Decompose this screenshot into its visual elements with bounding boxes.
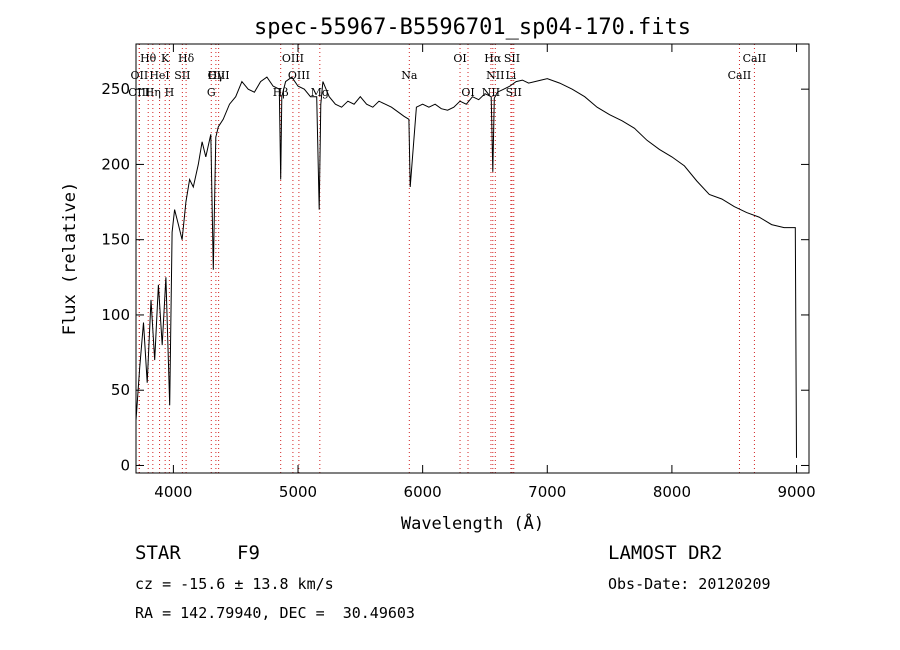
spectrum-line <box>135 76 797 458</box>
x-tick-label: 5000 <box>279 483 317 501</box>
line-marker-label: SII <box>174 69 190 82</box>
line-marker-label: CaII <box>743 52 767 65</box>
object-subclass: F9 <box>237 542 260 564</box>
line-marker-label: NII <box>486 69 504 82</box>
line-marker-label: OIII <box>208 69 230 82</box>
line-marker-label: OI <box>453 52 466 65</box>
y-tick-label: 200 <box>101 155 130 173</box>
x-axis-label: Wavelength (Å) <box>401 512 544 534</box>
line-marker-label: G <box>207 86 216 99</box>
line-marker-label: OII <box>131 69 149 82</box>
line-marker-label: Hδ <box>178 52 195 65</box>
line-marker-label: SII <box>504 52 520 65</box>
chart-title: spec-55967-B5596701_sp04-170.fits <box>254 15 691 40</box>
line-marker-label: OIII <box>282 52 304 65</box>
x-tick-label: 8000 <box>653 483 691 501</box>
line-marker-label: OIII <box>288 69 310 82</box>
y-axis-label: Flux (relative) <box>60 182 80 336</box>
survey-label: LAMOST DR2 <box>608 542 723 564</box>
redshift-line: cz = -15.6 ± 13.8 km/s <box>135 575 334 593</box>
object-class: STAR <box>135 542 181 564</box>
y-tick-label: 0 <box>120 456 130 474</box>
line-marker-label: SII <box>506 86 522 99</box>
line-marker-label: NII <box>482 86 500 99</box>
x-tick-label: 7000 <box>528 483 566 501</box>
line-marker-label: Li <box>505 69 516 82</box>
x-tick-label: 9000 <box>777 483 815 501</box>
line-marker-label: Hη <box>145 86 161 99</box>
line-marker-label: Na <box>401 69 418 82</box>
line-marker-label: K <box>161 52 170 65</box>
x-tick-label: 6000 <box>404 483 442 501</box>
line-marker-label: OIII <box>128 86 150 99</box>
plot-frame <box>135 43 810 474</box>
line-marker-label: Hγ <box>208 69 225 82</box>
line-marker-label: OI <box>461 86 474 99</box>
y-tick-label: 150 <box>101 231 130 249</box>
y-tick-label: 100 <box>101 306 130 324</box>
line-marker-label: Hθ <box>140 52 157 65</box>
line-marker-label: HeI <box>149 69 169 82</box>
x-tick-label: 4000 <box>154 483 192 501</box>
coords-line: RA = 142.79940, DEC = 30.49603 <box>135 604 415 622</box>
y-tick-label: 50 <box>111 381 130 399</box>
line-marker-label: Hα <box>484 52 502 65</box>
obs-date-line: Obs-Date: 20120209 <box>608 575 771 593</box>
line-marker-label: Hβ <box>273 86 289 99</box>
line-marker-label: Mg <box>311 86 329 99</box>
line-marker-label: CaII <box>728 69 752 82</box>
y-tick-label: 250 <box>101 80 130 98</box>
line-marker-label: H <box>165 86 175 99</box>
